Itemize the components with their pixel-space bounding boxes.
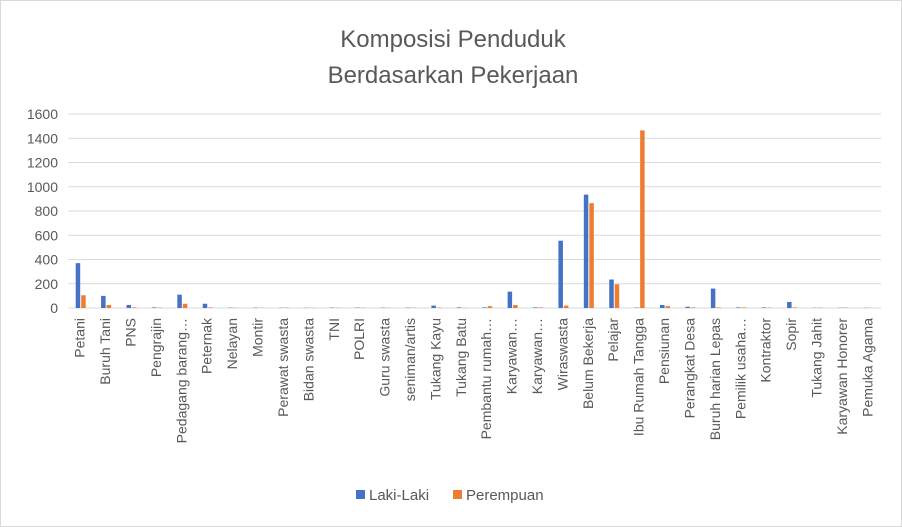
x-tick-label: PNS xyxy=(123,318,139,347)
y-tick-label: 600 xyxy=(35,227,59,243)
bar-perempuan xyxy=(81,295,86,308)
x-tick-label: Perawat swasta xyxy=(275,318,291,417)
bar-perempuan xyxy=(614,284,620,308)
bar-perempuan xyxy=(741,307,747,308)
x-tick-label: Karyawan Honorer xyxy=(834,318,850,435)
bar-laki-laki xyxy=(431,305,436,308)
x-tick-label: Tukang Kayu xyxy=(427,318,443,400)
x-tick-label: Belum Bekerja xyxy=(580,318,596,409)
legend-label: Perempuan xyxy=(466,487,544,504)
y-tick-label: 1200 xyxy=(27,155,58,171)
legend: Laki-Laki Perempuan xyxy=(356,487,544,504)
bar-perempuan xyxy=(563,305,569,308)
x-tick-label: Montir xyxy=(250,318,266,357)
bar-laki-laki xyxy=(533,307,538,308)
y-axis-ticks: 0 200 400 600 800 1000 1200 1400 1600 xyxy=(27,106,58,316)
bar-laki-laki xyxy=(710,288,716,308)
x-tick-label: Pedagang barang… xyxy=(173,318,189,443)
bar-perempuan xyxy=(208,307,213,308)
x-tick-label: Pensiunan xyxy=(656,318,672,384)
x-tick-label: Tukang Batu xyxy=(453,318,469,397)
x-tick-label: seniman/artis xyxy=(402,318,418,401)
x-tick-label: Pelajar xyxy=(605,318,621,362)
bars xyxy=(75,130,874,308)
bar-perempuan xyxy=(690,307,696,308)
y-tick-label: 0 xyxy=(50,300,58,316)
bar-laki-laki xyxy=(736,307,741,308)
x-tick-label: Pemuka Agama xyxy=(859,318,875,417)
bar-laki-laki xyxy=(126,304,132,308)
bar-perempuan xyxy=(106,304,112,308)
y-tick-label: 1600 xyxy=(27,106,58,122)
x-tick-label: Sopir xyxy=(783,318,799,351)
gridlines xyxy=(68,113,881,309)
legend-label: Laki-Laki xyxy=(369,487,429,504)
bar-laki-laki xyxy=(101,295,106,308)
x-tick-label: TNI xyxy=(326,318,342,341)
x-tick-label: Bidan swasta xyxy=(300,318,316,401)
bar-laki-laki xyxy=(456,307,462,308)
x-tick-label: Peternak xyxy=(199,317,215,374)
chart-title-line-2: Berdasarkan Pekerjaan xyxy=(328,62,579,89)
bar-laki-laki xyxy=(558,240,563,308)
chart-title-line-1: Komposisi Penduduk xyxy=(340,26,566,53)
y-tick-label: 800 xyxy=(35,203,59,219)
bar-laki-laki xyxy=(609,279,614,308)
x-tick-label: Nelayan xyxy=(224,318,240,369)
bar-perempuan xyxy=(513,304,518,308)
y-tick-label: 1000 xyxy=(27,179,58,195)
bar-laki-laki xyxy=(660,304,665,308)
bar-perempuan xyxy=(665,306,671,308)
x-tick-label: Pemilik usaha… xyxy=(732,318,748,419)
bar-perempuan xyxy=(132,307,137,308)
bar-perempuan xyxy=(487,306,493,308)
x-tick-label: Ibu Rumah Tangga xyxy=(631,318,647,436)
bar-laki-laki xyxy=(202,303,208,308)
x-tick-label: Pengrajin xyxy=(148,318,164,377)
bar-perempuan xyxy=(182,303,188,308)
bar-laki-laki xyxy=(787,301,792,308)
bar-laki-laki xyxy=(151,307,157,308)
x-tick-label: Karyawan… xyxy=(529,318,545,394)
bar-laki-laki xyxy=(583,194,589,308)
x-tick-label: Guru swasta xyxy=(377,318,393,397)
x-axis-ticks: Petani Buruh Tani PNS Pengrajin Pedagang bar… xyxy=(72,317,876,443)
x-tick-label: Petani xyxy=(72,318,88,358)
x-tick-label: Buruh harian Lepas xyxy=(707,318,723,440)
bar-perempuan xyxy=(589,203,594,308)
bar-perempuan xyxy=(640,130,645,308)
legend-swatch xyxy=(453,490,462,499)
bar-laki-laki xyxy=(177,294,182,308)
bar-laki-laki xyxy=(507,291,513,308)
x-tick-label: Tukang Jahit xyxy=(808,318,824,398)
x-tick-label: Kontraktor xyxy=(758,318,774,383)
y-tick-label: 1400 xyxy=(27,130,58,146)
x-tick-label: POLRI xyxy=(351,318,367,360)
y-tick-label: 400 xyxy=(35,252,59,268)
bar-perempuan xyxy=(792,307,798,308)
bar-laki-laki xyxy=(75,263,81,308)
x-tick-label: Pembantu rumah… xyxy=(478,318,494,439)
bar-perempuan xyxy=(716,307,721,308)
bar-laki-laki xyxy=(685,306,690,308)
x-tick-label: Perangkat Desa xyxy=(681,318,697,419)
bar-laki-laki xyxy=(761,307,767,308)
x-tick-label: Wiraswasta xyxy=(554,318,570,391)
y-tick-label: 200 xyxy=(35,276,59,292)
x-tick-label: Karyawan… xyxy=(504,318,520,394)
legend-swatch xyxy=(356,490,365,499)
x-tick-label: Buruh Tani xyxy=(97,318,113,385)
bar-laki-laki xyxy=(482,307,487,308)
bar-perempuan xyxy=(538,307,544,308)
